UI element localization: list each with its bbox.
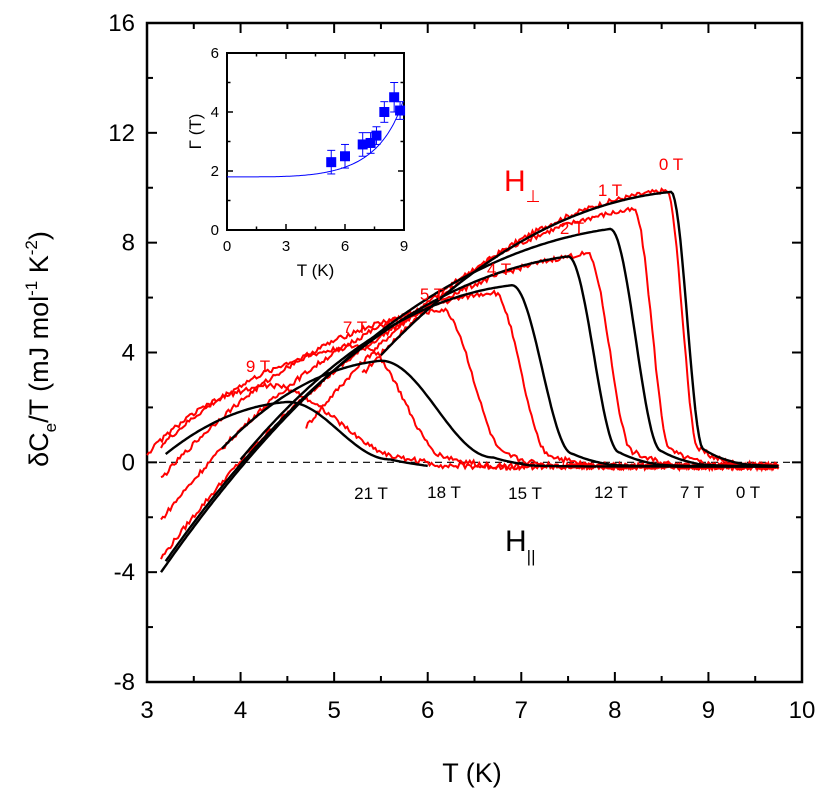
curve-layer [146,187,780,573]
y-tick-label: 8 [122,230,135,257]
y-tick-label: -8 [114,669,135,696]
par-curve-label: 18 T [427,483,461,502]
inset-plot: 0 3 6 9 0 2 4 6 T (K) Γ (T) [186,45,408,280]
x-tick-label: 6 [421,697,434,724]
y-title-part: K [24,255,54,281]
inset-x-tick-label: 9 [400,238,408,255]
x-tick-label: 8 [608,697,621,724]
inset-data-point [357,139,368,150]
y-tick-label: 16 [108,10,135,37]
inset-data-point [326,157,337,168]
axis-ticks: 3 4 5 6 7 8 9 10 -8 -4 0 4 8 12 16 [108,10,815,724]
inset-fit-curve [227,101,404,178]
x-tick-label: 5 [327,697,340,724]
y-tick-label: 0 [122,449,135,476]
par-label-sub: || [527,547,536,566]
curve-perp [305,206,779,470]
inset-x-tick-label: 6 [341,238,349,255]
inset-data-point [379,107,390,117]
x-tick-label: 3 [140,697,153,724]
inset-data-point [371,130,382,141]
par-curve-label: 21 T [354,484,388,503]
inset-y-tick-label: 0 [211,222,219,239]
curve-par [160,227,779,573]
y-tick-label: -4 [114,559,135,586]
inset-y-tick-label: 2 [211,163,219,180]
x-tick-label: 9 [702,697,715,724]
inset-data-point [389,92,400,103]
x-tick-label: 7 [515,697,528,724]
perp-curve-label: 0 T [659,155,683,174]
curve-perp [160,343,780,473]
y-tick-label: 12 [108,120,135,147]
y-axis-title: δCe/T (mJ mol-1 K-2) [22,231,60,467]
perp-curve-label: 4 T [487,260,511,279]
curve-par [164,400,428,468]
par-curve-label: 12 T [594,483,628,502]
y-title-part: ) [24,231,54,240]
inset-y-title: Γ (T) [186,114,205,150]
inset-border [226,52,405,231]
par-field-label: H|| [505,525,536,566]
par-curve-label: 0 T [736,483,760,502]
par-curve-label: 15 T [508,484,542,503]
inset-data-point [395,105,406,116]
y-title-sup: -1 [22,281,41,296]
perp-curve-label: 9 T [246,357,270,376]
par-curve-label: 7 T [680,483,704,502]
perp-curve-label: 7 T [343,318,367,337]
perp-curve-label: 5 T [420,285,444,304]
curve-labels: 0 T 1 T 2 T 4 T 5 T 7 T 9 T 0 T 7 T 12 T 15 T 18 T 2… [246,155,760,503]
perp-curve-label: 1 T [598,181,622,200]
y-title-sup: -2 [22,240,41,255]
curve-par [221,359,778,468]
inset-x-tick-label: 3 [282,238,290,255]
y-title-part: /T (mJ mol [24,296,54,423]
y-title-sub: e [41,423,60,432]
perp-label-main: H [504,165,526,198]
perp-label-sub: ⊥ [526,187,541,206]
inset-y-tick-label: 6 [211,45,219,62]
y-title-part: δC [24,432,54,467]
inset-x-title: T (K) [297,261,334,280]
inset-y-tick-label: 4 [211,104,219,121]
par-label-main: H [505,525,527,558]
inset-data-point [340,151,350,162]
perp-curve-label: 2 T [560,219,584,238]
x-tick-label: 4 [234,697,247,724]
perp-field-label: H⊥ [504,165,540,206]
inset-x-tick-label: 0 [223,238,231,255]
y-tick-label: 4 [122,340,135,367]
x-tick-label: 10 [789,697,816,724]
x-axis-title: T (K) [442,758,502,788]
inset-data-point [365,137,376,148]
